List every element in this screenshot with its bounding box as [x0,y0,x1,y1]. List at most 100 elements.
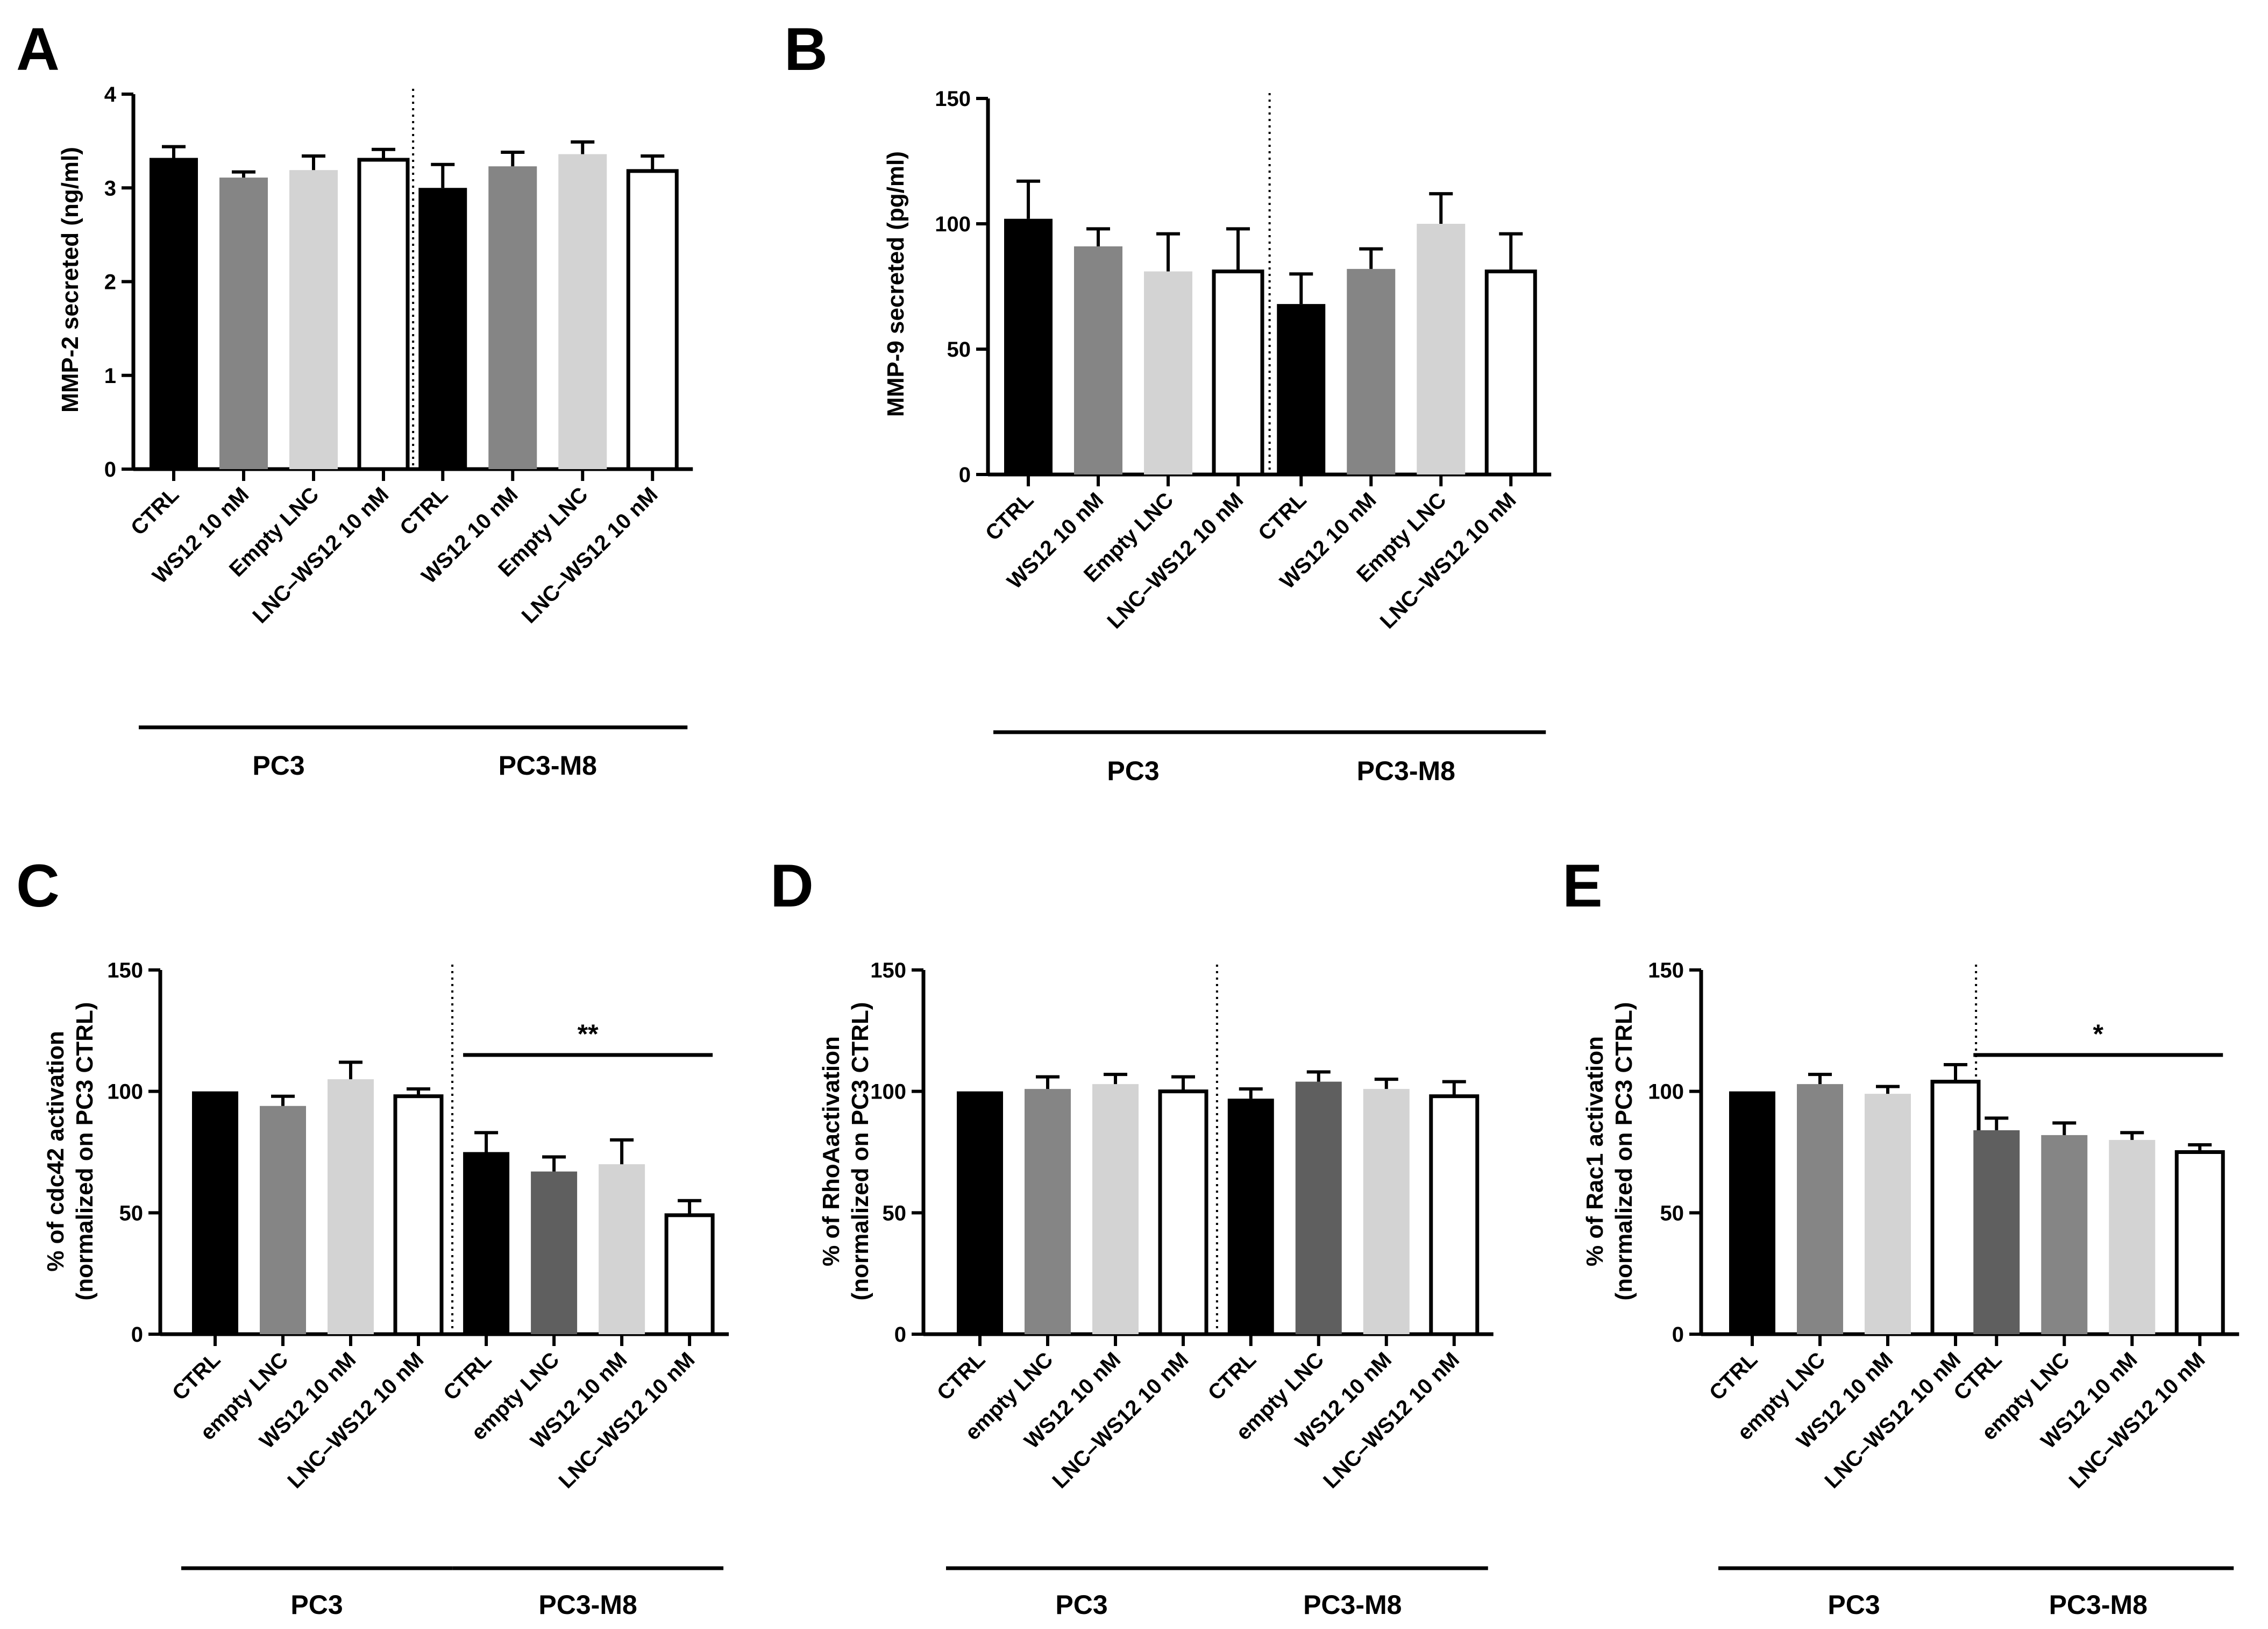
y-tick-label: 150 [870,959,906,982]
y-tick-label: 50 [947,338,971,362]
group-label: PC3-M8 [538,1590,637,1620]
category-label: LNC–WS12 10 nM [517,483,663,628]
bar [289,170,338,470]
bar [626,169,679,471]
bar [192,1091,238,1334]
y-tick-label: 50 [883,1201,907,1225]
bar [664,1213,715,1336]
bar [1417,224,1466,474]
category-label: LNC–WS12 10 nM [1103,488,1248,633]
y-tick-label: 0 [894,1323,906,1347]
group-label: PC3-M8 [2049,1590,2148,1620]
y-axis-label-line2: (normalized on PC3 CTRL) [847,1002,873,1301]
category-label: CTRL [933,1348,990,1405]
bar [2174,1150,2225,1336]
y-tick-label: 150 [935,87,971,111]
bar [463,1152,510,1334]
bar [1212,270,1264,477]
y-axis-label-line2: (normalized on PC3 CTRL) [1611,1002,1637,1301]
bar [1295,1081,1342,1334]
bar [1092,1084,1139,1334]
y-tick-label: 150 [1648,959,1684,982]
significance-label: * [2093,1019,2104,1049]
bar [957,1091,1003,1334]
bar [1144,271,1192,474]
bar [1930,1080,1981,1336]
bar [418,188,467,469]
bar [1484,270,1537,477]
bar [219,178,268,469]
category-label: CTRL [168,1348,225,1405]
y-tick-label: 0 [1672,1323,1684,1347]
bar [150,158,198,469]
bar [1004,218,1053,474]
y-tick-label: 0 [959,463,971,487]
y-tick-label: 0 [131,1323,143,1347]
y-tick-label: 150 [107,959,143,982]
category-label: LNC–WS12 10 nM [554,1348,699,1493]
panel-letter: B [784,16,828,83]
panel-c: C 0 50 100 150 % of cdc42 activation (normaliz… [16,852,729,1620]
category-label: LNC–WS12 10 nM [1376,488,1521,633]
category-label: LNC–WS12 10 nM [1319,1348,1464,1493]
bar [328,1079,374,1334]
group-label: PC3-M8 [1357,756,1455,786]
bar [599,1164,645,1334]
group-label: PC3 [290,1590,343,1620]
y-tick-label: 4 [104,83,117,107]
group-label: PC3-M8 [499,750,597,781]
bar [357,158,410,471]
panel-e: E 0 50 100 150 % of Rac1 activation (normalize… [1562,852,2239,1620]
panel-letter: D [770,852,814,919]
bar [2109,1139,2156,1334]
bar [1347,268,1396,474]
panel-letter: E [1562,852,1603,919]
bar [1074,246,1122,474]
bar [260,1106,306,1334]
category-label: CTRL [395,483,453,540]
bar [1025,1089,1071,1334]
panel-letter: A [16,16,60,83]
group-label: PC3-M8 [1303,1590,1402,1620]
category-label: LNC–WS12 10 nM [283,1348,428,1493]
category-label: CTRL [1254,488,1311,546]
bar [393,1094,444,1336]
bar [2041,1135,2088,1334]
bar [558,154,607,469]
bar [488,166,537,469]
y-tick-label: 100 [107,1080,143,1104]
y-axis-label: MMP-9 secreted (pg/ml) [883,151,909,417]
bar [1363,1089,1410,1334]
y-tick-label: 50 [1660,1201,1684,1225]
y-tick-label: 2 [104,271,116,294]
category-label: CTRL [439,1348,496,1405]
category-label: CTRL [1949,1348,2007,1405]
bar [1158,1089,1208,1336]
bar [1973,1130,2020,1334]
significance-label: ** [578,1019,599,1049]
y-axis-label: % of cdc42 activation [42,1031,69,1271]
category-label: LNC–WS12 10 nM [1820,1348,1965,1493]
y-axis-label: % of Rac1 activation [1582,1036,1608,1266]
category-label: LNC–WS12 10 nM [2065,1348,2210,1493]
group-label: PC3 [252,750,304,781]
bar [1429,1094,1480,1336]
y-tick-label: 100 [1648,1080,1684,1104]
bar [531,1171,578,1334]
category-label: LNC–WS12 10 nM [248,483,393,628]
bar [1865,1094,1911,1334]
y-tick-label: 50 [119,1201,144,1225]
category-label: LNC–WS12 10 nM [1048,1348,1193,1493]
group-label: PC3 [1055,1590,1107,1620]
bar [1227,1099,1274,1334]
y-axis-label-line2: (normalized on PC3 CTRL) [72,1002,98,1301]
panel-d: D 0 50 100 150 % of RhoAactivation (normalized… [770,852,1494,1620]
group-label: PC3 [1828,1590,1880,1620]
category-label: CTRL [126,483,184,540]
category-label: CTRL [1705,1348,1762,1405]
category-label: CTRL [981,488,1039,546]
y-tick-label: 3 [104,176,116,200]
